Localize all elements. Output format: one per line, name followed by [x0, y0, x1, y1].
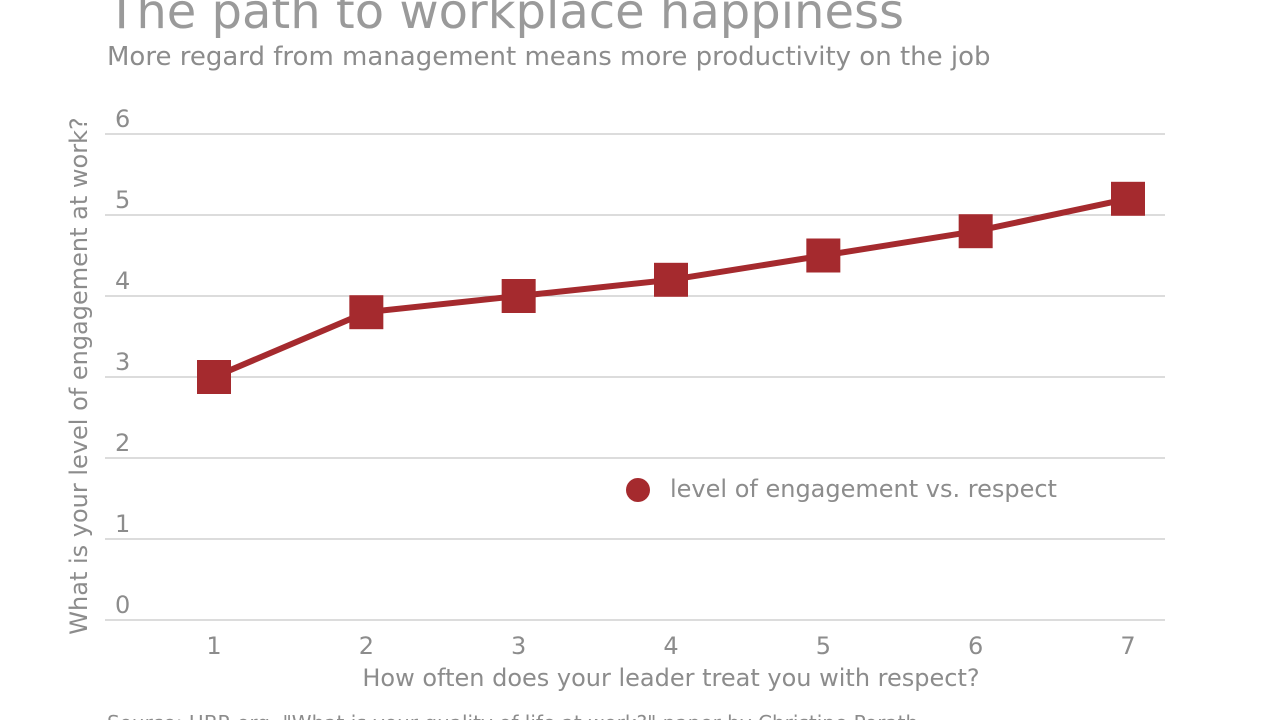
- y-tick-labels: 0 1 2 3 4 5 6: [115, 105, 130, 619]
- source-note: Source: HBR.org, "What is your quality o…: [107, 711, 918, 720]
- y-tick-label-3: 3: [115, 348, 130, 376]
- x-tick-label-2: 2: [359, 632, 374, 660]
- data-point-2: [349, 295, 384, 330]
- y-tick-label-1: 1: [115, 510, 130, 538]
- x-tick-label-7: 7: [1120, 632, 1135, 660]
- data-point-3: [501, 279, 536, 313]
- y-tick-label-4: 4: [115, 267, 130, 295]
- x-tick-labels: 1 2 3 4 5 6 7: [206, 632, 1135, 660]
- chart-subtitle: More regard from management means more p…: [107, 42, 991, 72]
- x-tick-label-3: 3: [511, 632, 526, 660]
- x-tick-label-1: 1: [206, 632, 221, 660]
- x-axis-label: How often does your leader treat you wit…: [362, 664, 979, 692]
- chart-title: The path to workplace happiness: [106, 0, 904, 40]
- legend-label: level of engagement vs. respect: [670, 475, 1057, 503]
- data-series: [197, 181, 1145, 394]
- y-axis-label: What is your level of engagement at work…: [65, 117, 93, 634]
- gridlines: [105, 133, 1165, 621]
- data-point-6: [958, 214, 993, 249]
- x-tick-label-6: 6: [968, 632, 983, 660]
- y-tick-label-6: 6: [115, 105, 130, 133]
- data-point-5: [806, 238, 841, 273]
- y-tick-label-5: 5: [115, 186, 130, 214]
- x-tick-label-5: 5: [816, 632, 831, 660]
- data-point-4: [654, 262, 688, 297]
- y-tick-label-2: 2: [115, 429, 130, 457]
- y-tick-label-0: 0: [115, 591, 130, 619]
- legend-marker: [626, 478, 650, 502]
- x-tick-label-4: 4: [663, 632, 678, 660]
- data-point-7: [1111, 181, 1145, 216]
- legend: level of engagement vs. respect: [626, 475, 1057, 503]
- data-point-1: [197, 360, 231, 394]
